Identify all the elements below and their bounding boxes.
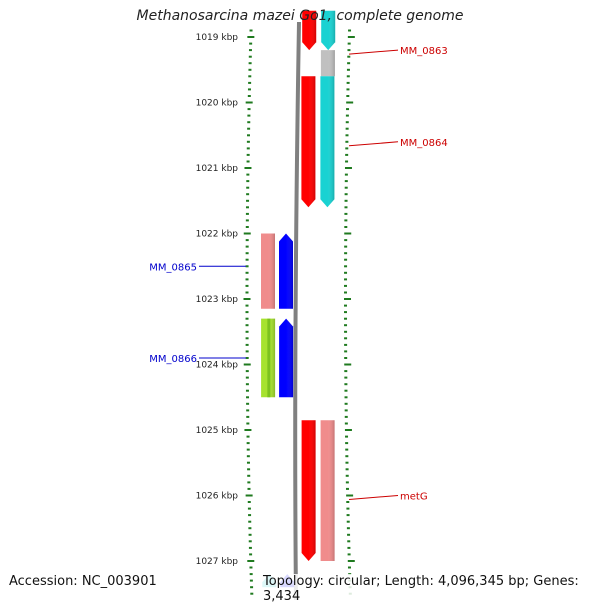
gene-arrow-shade [279, 318, 294, 398]
gene-feature-f7[interactable] [279, 233, 293, 309]
gene-label-mm-0863[interactable]: MM_0863 [348, 46, 448, 57]
gene-arrow-stripe [267, 318, 271, 398]
axis-tick-label: 1019 kbp [196, 33, 239, 43]
label-leader-line [348, 141, 399, 147]
label-leader-line [348, 495, 399, 500]
axis-tick-label: 1020 kbp [196, 99, 239, 109]
gene-labels[interactable]: MM_0863 MM_0864 MM_0865 MM_0866 metG [149, 46, 447, 502]
gene-feature-f9[interactable] [279, 318, 294, 398]
gene-label-text[interactable]: metG [400, 492, 428, 503]
gene-arrow-shade [320, 420, 335, 561]
gene-feature-f6[interactable] [261, 233, 275, 309]
gene-label-text[interactable]: MM_0866 [149, 354, 197, 365]
axis-tick-label: 1022 kbp [196, 230, 239, 240]
gene-label-text[interactable]: MM_0864 [400, 138, 448, 149]
gene-feature-f2[interactable] [321, 10, 336, 51]
gene-feature-f11[interactable] [320, 420, 335, 561]
gene-arrow-shade [261, 233, 275, 309]
gene-feature-f10[interactable] [301, 420, 316, 561]
gene-arrow-shade [279, 233, 293, 309]
gene-label-mm-0866[interactable]: MM_0866 [149, 354, 246, 365]
gene-arrow-shade [320, 76, 335, 208]
gene-feature-f1[interactable] [302, 10, 317, 51]
gene-arrow-shade [301, 420, 316, 561]
gene-feature-f8[interactable] [261, 318, 276, 398]
gene-arrow-shade [302, 10, 317, 51]
gene-feature-f4[interactable] [301, 76, 316, 208]
label-leader-line [348, 49, 399, 55]
gene-arrow-shade [320, 50, 335, 77]
accession-text: Accession: NC_003901 [9, 574, 157, 589]
gene-label-text[interactable]: MM_0863 [400, 46, 448, 57]
gene-feature-f3[interactable] [320, 50, 335, 77]
axis-tick-label: 1024 kbp [196, 361, 239, 371]
gene-arrow-shade [321, 10, 336, 51]
gene-feature-f5[interactable] [320, 76, 335, 208]
gene-label-mm-0865[interactable]: MM_0865 [149, 262, 246, 273]
gene-label-mm-0864[interactable]: MM_0864 [348, 138, 448, 149]
axis-tick-label: 1025 kbp [196, 426, 239, 436]
axis-tick-label: 1026 kbp [196, 492, 239, 502]
gene-arrow-shade [301, 76, 316, 208]
gene-label-text[interactable]: MM_0865 [149, 262, 197, 273]
axis-tick-label: 1021 kbp [196, 164, 239, 174]
genome-backbone [293, 21, 301, 601]
gene-features[interactable] [261, 10, 336, 588]
genome-title: Methanosarcina mazei Go1, complete genom… [136, 8, 464, 24]
gene-label-metg[interactable]: metG [348, 492, 428, 503]
backbone-layer [293, 21, 301, 601]
axis-tick-label: 1027 kbp [196, 557, 239, 567]
position-axis: 1019 kbp 1020 kbp 1021 kbp 1022 kbp 1023 kbp… [196, 33, 239, 567]
tick-marks [243, 29, 355, 595]
summary-text: Topology: circular; Length: 4,096,345 bp… [261, 574, 600, 604]
axis-tick-label: 1023 kbp [196, 295, 239, 305]
